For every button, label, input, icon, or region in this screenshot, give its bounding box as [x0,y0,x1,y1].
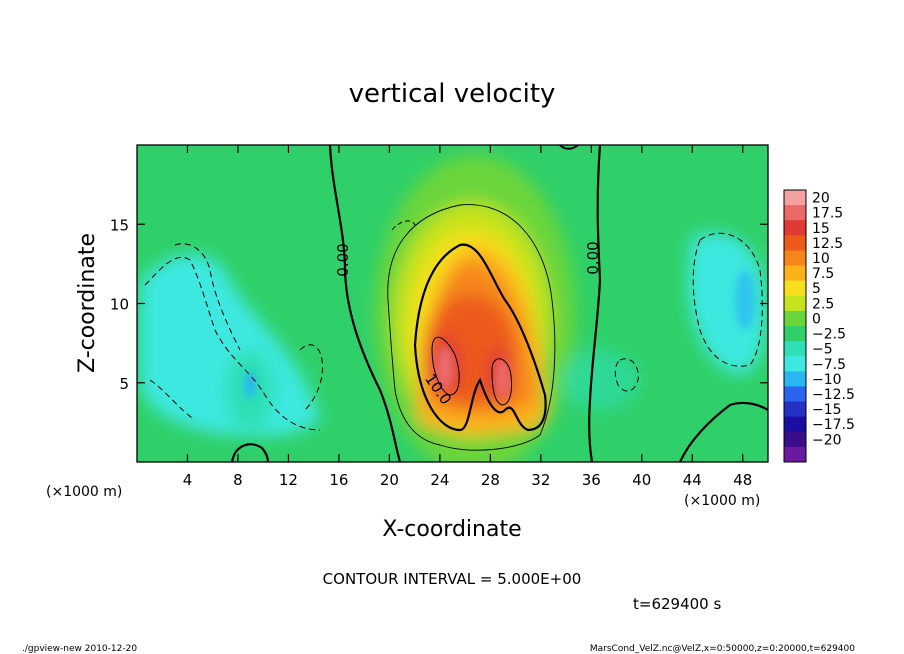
time-text: t=629400 s [633,595,721,613]
colorbar-swatch [784,310,806,327]
colorbar-swatch [784,401,806,418]
colorbar-swatch [784,205,806,221]
colorbar-label: −20 [812,432,842,448]
x-axis-ticks: 4 8 12 16 20 24 28 32 36 40 44 48 [183,145,752,489]
footer-right: MarsCond_VelZ.nc@VelZ,x=0:50000,z=0:2000… [590,644,855,654]
colorbar-label: 12.5 [812,236,843,252]
y-tick-label: 15 [110,216,129,234]
colorbar-label: 2.5 [812,296,834,312]
x-tick-label: 40 [632,471,651,489]
colorbar-label: 5 [812,281,821,297]
colorbar-label: 17.5 [812,206,843,222]
colorbar-swatch [784,386,806,403]
colorbar-swatch [784,280,806,297]
x-axis-label: X-coordinate [382,517,521,542]
y-axis-label: Z-coordinate [75,233,100,373]
colorbar-swatch [784,295,806,312]
x-tick-label: 28 [481,471,500,489]
colorbar-swatch [784,371,806,387]
x-tick-label: 12 [279,471,298,489]
x-unit-right: (×1000 m) [684,493,760,509]
colorbar-label: 0 [812,311,821,327]
x-tick-label: 4 [183,471,193,489]
footer-left: ./gpview-new 2010-12-20 [22,644,137,654]
x-tick-label: 48 [733,471,752,489]
colorbar-swatch [784,235,806,251]
x-tick-label: 8 [233,471,243,489]
colorbar-frame [783,189,807,463]
colorbar-label: 15 [812,221,830,237]
colorbar-label: 20 [812,191,830,207]
y-axis-ticks: 5 10 15 [110,216,768,393]
x-unit-left: (×1000 m) [46,484,122,500]
heatmap-field: 0.00 0.00 10.0 [137,145,768,462]
y-tick-label: 5 [119,375,129,393]
colorbar-label: 7.5 [812,266,834,282]
x-tick-label: 36 [582,471,601,489]
colorbar-swatch [784,220,806,236]
colorbar-label: −7.5 [812,357,846,373]
colorbar-label: −15 [812,402,842,418]
colorbar-label: −5 [812,342,833,358]
colorbar-label: −10 [812,372,842,388]
colorbar-swatch [784,416,806,433]
colorbar-swatch [784,431,806,448]
contour-label-left: 0.00 [334,243,352,276]
colorbar-swatch [784,356,806,372]
colorbar-label: −17.5 [812,417,855,433]
contour-lines [144,145,768,462]
contour-interval-text: CONTOUR INTERVAL = 5.000E+00 [323,570,582,588]
y-tick-label: 10 [110,296,129,314]
x-tick-label: 32 [531,471,550,489]
colorbar-swatch [784,265,806,282]
contour-label-right: 0.00 [584,241,602,274]
colorbar-label: −12.5 [812,387,855,403]
colorbar-swatch [784,326,806,342]
colorbar-label: 10 [812,251,830,267]
colorbar-swatch [784,446,806,463]
colorbar-swatch [784,250,806,267]
colorbar: 2017.51512.5107.552.50−2.5−5−7.5−10−12.5… [783,189,855,463]
x-tick-label: 16 [329,471,348,489]
colorbar-swatch [784,190,806,206]
colorbar-swatch [784,341,806,357]
colorbar-label: −2.5 [812,327,846,343]
x-tick-label: 44 [683,471,702,489]
x-tick-label: 24 [430,471,449,489]
chart-title: vertical velocity [349,79,556,109]
x-tick-label: 20 [380,471,399,489]
